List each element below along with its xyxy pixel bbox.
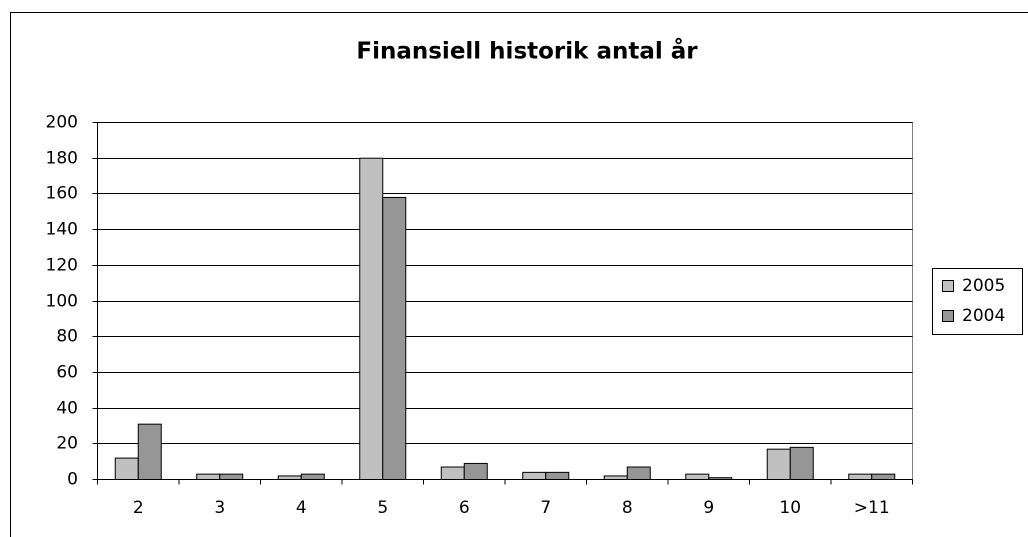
bar [626, 466, 651, 481]
bar [277, 475, 302, 480]
bar [219, 473, 244, 480]
x-tick-label: 3 [214, 498, 225, 518]
chart-title: Finansiell historik antal år [356, 38, 698, 65]
bar [789, 446, 814, 480]
x-tick-label: 9 [703, 498, 714, 518]
y-tick-label: 160 [46, 184, 78, 204]
y-tick-label: 60 [56, 363, 78, 383]
x-tick-label: 7 [540, 498, 551, 518]
legend-swatch [942, 280, 954, 292]
x-tick-label: >11 [854, 498, 890, 518]
bar [440, 466, 465, 481]
y-tick-label: 120 [46, 256, 78, 276]
legend-label: 2005 [962, 276, 1005, 296]
y-tick-label: 200 [46, 113, 78, 133]
bar [545, 471, 570, 480]
legend-label: 2004 [962, 306, 1005, 326]
bar [196, 473, 221, 480]
bar [300, 473, 325, 480]
bar [382, 196, 407, 480]
x-tick-label: 8 [622, 498, 633, 518]
x-tick-label: 2 [133, 498, 144, 518]
bar [114, 457, 139, 480]
legend-swatch [942, 310, 954, 322]
bar [766, 448, 791, 480]
x-tick-label: 10 [779, 498, 801, 518]
y-tick-label: 180 [46, 149, 78, 169]
x-tick-label: 5 [377, 498, 388, 518]
bar [359, 157, 384, 480]
y-tick-label: 100 [46, 292, 78, 312]
bar [848, 473, 873, 480]
y-tick-label: 0 [67, 470, 78, 490]
y-tick-label: 140 [46, 220, 78, 240]
bar [463, 462, 488, 480]
bar [603, 475, 628, 480]
bar [685, 473, 710, 480]
bar [137, 423, 162, 481]
bar [522, 471, 547, 480]
bar [871, 473, 896, 480]
x-tick-label: 4 [296, 498, 307, 518]
y-tick-label: 80 [56, 327, 78, 347]
x-tick-label: 6 [459, 498, 470, 518]
y-tick-label: 20 [56, 434, 78, 454]
y-tick-label: 40 [56, 399, 78, 419]
legend [932, 268, 1023, 335]
